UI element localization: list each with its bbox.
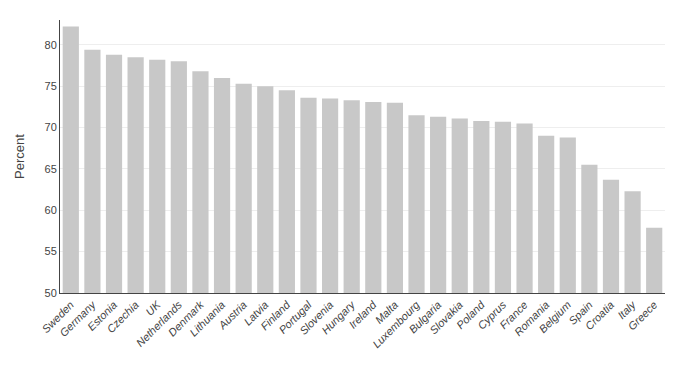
svg-text:Romania: Romania bbox=[512, 299, 552, 339]
svg-text:60: 60 bbox=[45, 204, 57, 216]
svg-text:Finland: Finland bbox=[258, 298, 293, 333]
svg-text:65: 65 bbox=[45, 163, 57, 175]
svg-text:Croatia: Croatia bbox=[583, 299, 617, 333]
svg-text:UK: UK bbox=[143, 298, 163, 318]
svg-text:Portugal: Portugal bbox=[276, 298, 314, 336]
svg-text:Netherlands: Netherlands bbox=[134, 298, 185, 349]
svg-text:80: 80 bbox=[45, 39, 57, 51]
svg-text:Percent: Percent bbox=[12, 134, 27, 179]
svg-text:Malta: Malta bbox=[373, 299, 401, 327]
svg-text:Lithuania: Lithuania bbox=[187, 299, 227, 339]
svg-text:Spain: Spain bbox=[566, 299, 594, 327]
svg-text:Greece: Greece bbox=[626, 299, 660, 333]
svg-text:Cyprus: Cyprus bbox=[475, 298, 508, 331]
svg-text:France: France bbox=[497, 299, 530, 332]
svg-text:50: 50 bbox=[45, 287, 57, 299]
svg-text:Slovenia: Slovenia bbox=[297, 299, 335, 337]
svg-text:Belgium: Belgium bbox=[536, 299, 573, 336]
svg-text:Luxembourg: Luxembourg bbox=[370, 298, 422, 350]
svg-text:Ireland: Ireland bbox=[346, 298, 379, 331]
svg-text:55: 55 bbox=[45, 245, 57, 257]
svg-text:Hungary: Hungary bbox=[319, 297, 358, 336]
svg-text:Poland: Poland bbox=[454, 298, 487, 331]
svg-text:Czechia: Czechia bbox=[104, 299, 141, 336]
svg-text:Sweden: Sweden bbox=[39, 299, 76, 336]
svg-text:Italy: Italy bbox=[615, 297, 639, 321]
svg-text:Germany: Germany bbox=[57, 297, 99, 339]
svg-text:Denmark: Denmark bbox=[166, 298, 206, 338]
svg-text:Austria: Austria bbox=[216, 299, 249, 332]
svg-text:Latvia: Latvia bbox=[241, 299, 270, 328]
svg-text:75: 75 bbox=[45, 80, 57, 92]
svg-text:Slovakia: Slovakia bbox=[427, 299, 465, 337]
svg-text:Bulgaria: Bulgaria bbox=[406, 299, 443, 336]
svg-text:70: 70 bbox=[45, 121, 57, 133]
svg-text:Estonia: Estonia bbox=[85, 299, 119, 333]
